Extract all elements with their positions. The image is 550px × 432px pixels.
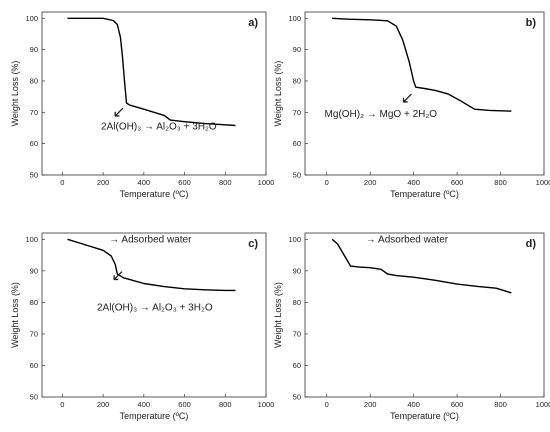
x-tick-label: 0: [325, 400, 329, 409]
x-tick-label: 0: [60, 400, 64, 409]
plot-frame: [304, 11, 545, 176]
x-tick-label: 600: [178, 400, 191, 409]
y-tick-label: 50: [30, 393, 38, 402]
x-tick-label: 1000: [536, 400, 550, 409]
x-tick-label: 400: [138, 400, 151, 409]
y-tick-label: 100: [25, 14, 38, 23]
x-tick-label: 800: [494, 178, 507, 187]
annotation-label: 2Al(OH)₃ → Al₂O₃ + 3H₂O: [101, 122, 217, 133]
chart-panel-1: 0 200 400 600 800 1000 50 60 70 80 90 100 Temperatur…: [10, 11, 275, 199]
y-tick-label: 90: [30, 266, 38, 275]
x-tick-label: 400: [407, 400, 420, 409]
y-tick-label: 50: [30, 171, 38, 180]
x-tick-label: 600: [178, 178, 191, 187]
x-tick-label: 1000: [258, 400, 275, 409]
x-tick-label: 800: [494, 400, 507, 409]
panel-label: a): [248, 17, 258, 29]
x-tick-label: 0: [325, 178, 329, 187]
y-tick-label: 60: [293, 139, 301, 148]
y-axis-title: Weight Loss (%): [10, 61, 20, 127]
x-axis-title: Temperature (ºC): [120, 411, 189, 421]
chart-panel-2: 0 200 400 600 800 1000 50 60 70 80 90 100 Temperatur…: [273, 11, 550, 199]
x-tick-label: 200: [364, 178, 377, 187]
plot-frame: [41, 232, 267, 398]
plot-frame: [41, 11, 267, 176]
x-tick-label: 200: [364, 400, 377, 409]
x-tick-label: 200: [97, 178, 110, 187]
panel-label: d): [526, 238, 537, 250]
y-tick-label: 80: [293, 298, 301, 307]
y-tick-label: 70: [293, 108, 301, 117]
x-axis-title: Temperature (ºC): [390, 189, 459, 199]
y-tick-label: 100: [288, 235, 301, 244]
y-tick-label: 100: [25, 235, 38, 244]
x-tick-label: 0: [60, 178, 64, 187]
y-axis-title: Weight Loss (%): [273, 61, 283, 127]
series-line: [67, 17, 236, 127]
y-tick-label: 70: [30, 329, 38, 338]
y-tick-label: 70: [30, 108, 38, 117]
y-tick-label: 60: [30, 361, 38, 370]
panel-label: b): [526, 17, 537, 29]
x-axis-title: Temperature (ºC): [120, 189, 189, 199]
y-tick-label: 70: [293, 329, 301, 338]
x-axis-title: Temperature (ºC): [390, 411, 459, 421]
y-tick-label: 80: [30, 76, 38, 85]
x-tick-label: 400: [407, 178, 420, 187]
y-tick-label: 80: [293, 76, 301, 85]
y-tick-label: 90: [293, 45, 301, 54]
annotation-arrow: ↙: [401, 90, 414, 107]
chart-panel-3: 0 200 400 600 800 1000 50 60 70 80 90 100 Temperatur…: [10, 232, 275, 421]
plot-frame: [304, 232, 545, 398]
y-tick-label: 50: [293, 171, 301, 180]
y-tick-label: 90: [293, 266, 301, 275]
series-line: [331, 238, 512, 294]
annotation-label: Mg(OH)₂ → MgO + 2H₂O: [325, 109, 438, 120]
y-tick-label: 60: [293, 361, 301, 370]
y-tick-label: 60: [30, 139, 38, 148]
annotation-label: → Adsorbed water: [366, 234, 449, 245]
x-tick-label: 800: [219, 400, 232, 409]
y-tick-label: 100: [288, 14, 301, 23]
x-tick-label: 800: [219, 178, 232, 187]
y-axis-title: Weight Loss (%): [273, 282, 283, 348]
x-tick-label: 1000: [536, 178, 550, 187]
annotation-label: → Adsorbed water: [109, 234, 192, 245]
annotation-arrow: ↙: [112, 104, 125, 121]
annotation-label: 2Al(OH)₃ → Al₂O₃ + 3H₂O: [97, 302, 213, 313]
annotation-arrow: ↙: [111, 267, 124, 284]
series-line: [332, 17, 512, 112]
x-tick-label: 200: [97, 400, 110, 409]
x-tick-label: 600: [451, 178, 464, 187]
x-tick-label: 1000: [258, 178, 275, 187]
x-tick-label: 400: [138, 178, 151, 187]
series-line: [67, 238, 236, 292]
x-tick-label: 600: [451, 400, 464, 409]
y-tick-label: 50: [293, 393, 301, 402]
chart-panel-4: 0 200 400 600 800 1000 50 60 70 80 90 100 Temperatur…: [273, 232, 550, 421]
y-tick-label: 80: [30, 298, 38, 307]
y-tick-label: 90: [30, 45, 38, 54]
y-axis-title: Weight Loss (%): [10, 282, 20, 348]
panel-label: c): [248, 238, 258, 250]
